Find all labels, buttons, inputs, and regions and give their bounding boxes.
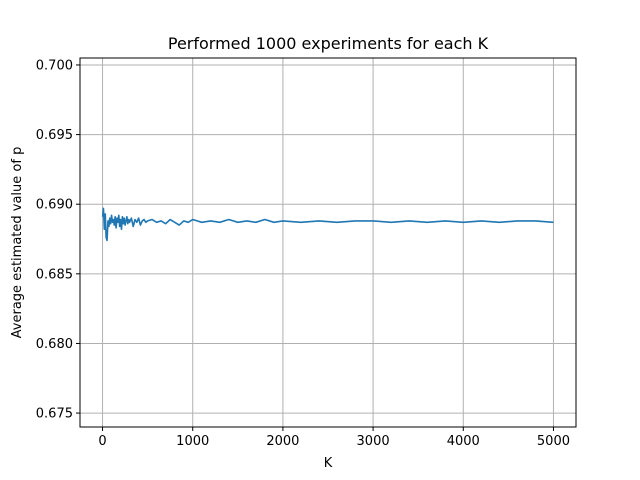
series-line-0 bbox=[101, 207, 554, 242]
x-tick-label: 1000 bbox=[176, 434, 209, 449]
y-tick-label: 0.675 bbox=[36, 407, 73, 422]
y-tick-label: 0.695 bbox=[36, 128, 73, 143]
y-tick-label: 0.680 bbox=[36, 337, 73, 352]
ticks: 0 1000 2000 3000 4000 5000 0.675 0.680 0.685 0.69… bbox=[36, 58, 570, 449]
y-tick-label: 0.690 bbox=[36, 198, 73, 213]
y-tick-label: 0.685 bbox=[36, 267, 73, 282]
x-axis-label: K bbox=[324, 456, 333, 471]
chart-title: Performed 1000 experiments for each K bbox=[168, 34, 489, 53]
plot-frame bbox=[79, 57, 577, 428]
series-group bbox=[101, 207, 554, 242]
x-tick-label: 0 bbox=[98, 434, 106, 449]
y-tick-label: 0.700 bbox=[36, 58, 73, 73]
y-axis-label: Average estimated value of p bbox=[10, 147, 25, 339]
grid bbox=[80, 58, 576, 427]
x-tick-label: 3000 bbox=[357, 434, 390, 449]
x-tick-label: 5000 bbox=[537, 434, 570, 449]
x-tick-label: 4000 bbox=[447, 434, 480, 449]
x-tick-label: 2000 bbox=[266, 434, 299, 449]
